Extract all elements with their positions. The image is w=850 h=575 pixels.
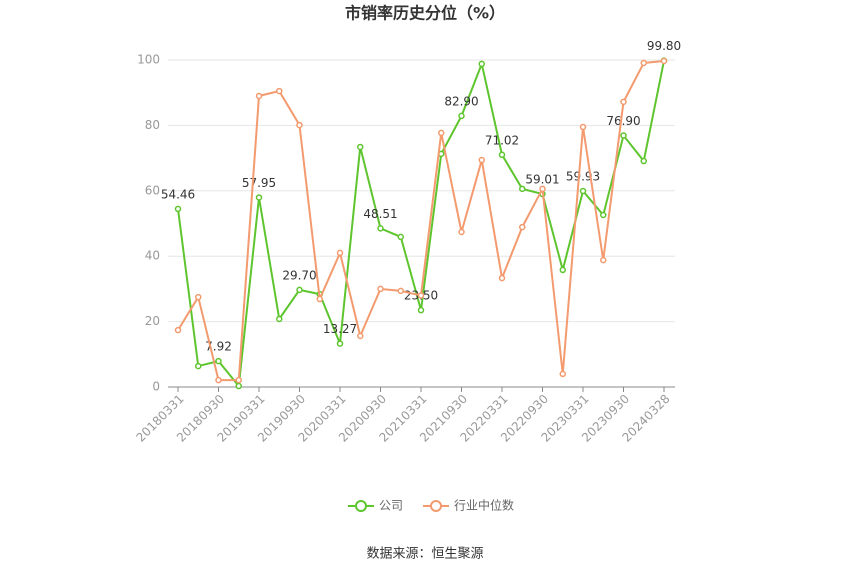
data-point	[620, 98, 627, 106]
data-point	[640, 157, 647, 165]
data-point	[579, 123, 587, 131]
data-label: 13.27	[323, 322, 357, 336]
data-point	[174, 205, 182, 213]
data-point	[660, 57, 668, 65]
data-point	[296, 121, 303, 129]
data-point	[498, 274, 506, 282]
data-point	[600, 211, 607, 219]
y-tick-label: 100	[137, 53, 160, 67]
y-tick-label: 80	[145, 118, 160, 132]
source-note: 数据来源：恒生聚源	[366, 547, 483, 562]
data-point	[519, 185, 526, 193]
data-point	[417, 306, 425, 314]
legend-marker	[430, 500, 443, 512]
chart-title: 市销率历史分位（%）	[345, 4, 505, 23]
y-tick-label: 20	[145, 314, 160, 328]
data-point	[276, 87, 283, 95]
data-point	[357, 143, 364, 151]
data-point	[255, 92, 263, 100]
legend-item: 行业中位数	[423, 498, 514, 513]
data-point	[215, 376, 222, 384]
data-point	[640, 59, 647, 67]
data-point	[458, 112, 465, 120]
data-point	[357, 332, 364, 340]
data-point	[559, 266, 566, 274]
data-point	[336, 249, 344, 257]
data-point	[478, 156, 485, 164]
data-label: 82.90	[444, 94, 478, 108]
data-label: 54.46	[161, 187, 195, 201]
data-point	[296, 286, 303, 294]
data-label: 99.80	[647, 39, 681, 53]
data-point	[417, 292, 425, 299]
data-point	[519, 223, 526, 231]
data-point	[174, 326, 182, 334]
data-point	[438, 129, 445, 137]
data-point	[579, 187, 587, 195]
data-point	[235, 376, 242, 384]
data-point	[255, 194, 263, 201]
data-point	[235, 382, 242, 390]
data-point	[458, 228, 465, 236]
legend-item: 公司	[348, 499, 403, 513]
data-point	[377, 225, 384, 232]
data-point	[195, 293, 202, 301]
legend-label: 公司	[379, 499, 403, 513]
data-point	[316, 295, 323, 303]
data-point	[397, 233, 404, 241]
data-point	[377, 285, 384, 293]
data-label: 71.02	[485, 133, 519, 147]
data-point	[539, 185, 546, 193]
data-point	[215, 357, 222, 365]
data-label: 59.01	[525, 173, 559, 187]
data-point	[336, 340, 344, 347]
data-point	[276, 315, 283, 323]
data-label: 59.93	[566, 170, 600, 184]
data-label: 29.70	[282, 268, 316, 282]
data-label: 76.90	[606, 114, 640, 128]
legend-label: 行业中位数	[454, 498, 514, 513]
y-tick-label: 40	[145, 249, 160, 263]
data-point	[195, 362, 202, 370]
data-label: 57.95	[242, 176, 276, 190]
y-tick-label: 0	[152, 380, 160, 394]
data-point	[600, 256, 607, 264]
data-point	[397, 287, 404, 295]
data-label: 48.51	[363, 207, 397, 221]
data-point	[498, 151, 506, 159]
data-point	[559, 370, 566, 378]
data-point	[620, 132, 627, 139]
data-point	[478, 60, 485, 68]
legend-marker	[355, 500, 367, 512]
y-tick-label: 60	[145, 183, 160, 197]
series-line	[177, 59, 665, 382]
